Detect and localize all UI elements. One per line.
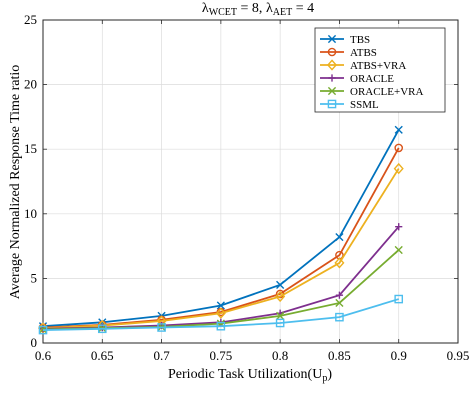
legend-entry: ORACLE+VRA (320, 86, 423, 98)
legend-marker (327, 34, 337, 44)
legend-marker (327, 86, 337, 96)
y-tick-label: 20 (24, 77, 37, 92)
data-point (97, 324, 107, 334)
data-point (334, 257, 345, 269)
legend-entry: TBS (320, 34, 370, 46)
data-point (157, 323, 166, 332)
data-point (335, 312, 344, 322)
legend-label: TBS (350, 34, 370, 46)
data-point (276, 280, 285, 289)
legend-entry: ATBS+VRA (320, 59, 406, 72)
legend-entry: ATBS (320, 47, 377, 59)
data-point (393, 162, 404, 175)
y-tick-label: 25 (24, 12, 37, 27)
data-point (394, 125, 403, 134)
series-line (42, 298, 399, 331)
legend-marker (328, 74, 336, 82)
y-tick-label: 10 (24, 206, 37, 221)
legend-label: ORACLE+VRA (350, 86, 423, 98)
data-point (335, 232, 344, 242)
x-tick-label: 0.85 (328, 348, 351, 363)
data-point (275, 290, 286, 303)
x-axis-label-text: Periodic Task Utilization(U (168, 367, 322, 382)
y-tick-label: 15 (24, 141, 37, 156)
legend-marker (327, 99, 337, 109)
title-eq-1: = 8, (237, 1, 266, 16)
legend-label: SSML (350, 99, 379, 111)
x-axis-label: Periodic Task Utilization(Up) (168, 367, 332, 384)
title-lambda-2: λ (266, 1, 273, 16)
x-tick-label: 0.8 (272, 348, 288, 363)
y-tick-label: 0 (31, 335, 38, 350)
data-point (216, 301, 225, 310)
legend-marker (326, 59, 338, 71)
x-tick-label: 0.6 (35, 348, 52, 363)
chart-title: λWCET = 8, λAET = 4 (202, 1, 314, 18)
series-ssml (38, 294, 404, 335)
x-tick-label: 0.65 (91, 348, 114, 363)
y-axis-label: Average Normalized Response Time ratio (8, 65, 23, 300)
x-tick-label: 0.9 (391, 348, 407, 363)
x-tick-label: 0.7 (153, 348, 170, 363)
x-tick-label: 0.95 (447, 348, 470, 363)
data-point (394, 143, 404, 153)
x-tick-label: 0.75 (209, 348, 232, 363)
plot-frame (42, 19, 459, 344)
title-eq-2: = 4 (292, 1, 314, 16)
legend-label: ATBS+VRA (350, 60, 406, 72)
x-axis-label-sub: p (322, 373, 327, 384)
data-point (276, 311, 285, 320)
data-point (335, 298, 344, 308)
x-axis-label-close: ) (327, 367, 332, 382)
legend-label: ATBS (350, 47, 377, 59)
data-point (395, 223, 403, 231)
title-lambda-1: λ (202, 1, 209, 16)
data-point (215, 307, 226, 319)
data-point (38, 325, 48, 335)
axis-ticks: 0.6 0.65 0.7 0.75 0.8 0.85 0.9 0.95 0 5 10 15 20 25 (24, 12, 469, 363)
legend-label: ORACLE (350, 73, 394, 85)
legend-box (314, 27, 446, 113)
data-point (335, 291, 344, 299)
legend-marker (327, 47, 337, 57)
legend-entry: SSML (320, 99, 379, 111)
title-sub-1: WCET (209, 7, 237, 18)
y-tick-label: 5 (31, 270, 38, 285)
data-point (216, 321, 226, 331)
series-layer (37, 125, 404, 335)
legend-entry: ORACLE (320, 73, 394, 85)
data-point (394, 245, 403, 255)
data-point (275, 318, 285, 328)
data-point (394, 294, 404, 304)
title-sub-2: AET (273, 7, 292, 18)
